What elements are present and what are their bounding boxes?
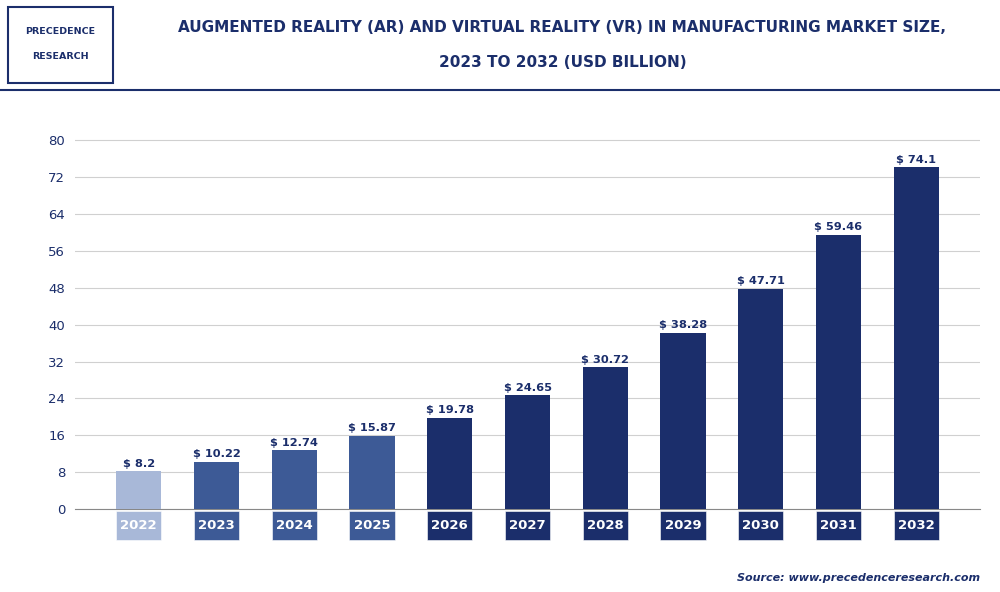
Text: 2029: 2029 xyxy=(665,519,701,532)
Text: $ 38.28: $ 38.28 xyxy=(659,320,707,330)
Bar xyxy=(116,471,161,509)
Bar xyxy=(349,436,395,509)
Text: $ 30.72: $ 30.72 xyxy=(581,355,629,365)
Text: 2028: 2028 xyxy=(587,519,624,532)
Bar xyxy=(194,462,239,509)
Text: 2026: 2026 xyxy=(431,519,468,532)
FancyBboxPatch shape xyxy=(660,511,706,540)
Text: $ 8.2: $ 8.2 xyxy=(123,459,155,468)
Bar xyxy=(8,7,113,82)
Text: $ 15.87: $ 15.87 xyxy=(348,423,396,433)
Bar xyxy=(816,235,861,509)
FancyBboxPatch shape xyxy=(349,511,395,540)
Text: $ 19.78: $ 19.78 xyxy=(426,405,474,415)
Text: 2023: 2023 xyxy=(198,519,235,532)
Text: $ 10.22: $ 10.22 xyxy=(193,449,240,459)
Bar xyxy=(505,395,550,509)
FancyBboxPatch shape xyxy=(116,511,161,540)
Bar xyxy=(660,333,706,509)
Text: $ 74.1: $ 74.1 xyxy=(896,155,936,165)
Text: 2027: 2027 xyxy=(509,519,546,532)
Bar xyxy=(427,418,472,509)
FancyBboxPatch shape xyxy=(816,511,861,540)
Text: AUGMENTED REALITY (AR) AND VIRTUAL REALITY (VR) IN MANUFACTURING MARKET SIZE,: AUGMENTED REALITY (AR) AND VIRTUAL REALI… xyxy=(178,20,946,35)
Bar xyxy=(583,368,628,509)
Text: 2025: 2025 xyxy=(354,519,390,532)
Bar xyxy=(894,168,939,509)
FancyBboxPatch shape xyxy=(738,511,783,540)
FancyBboxPatch shape xyxy=(272,511,317,540)
FancyBboxPatch shape xyxy=(583,511,628,540)
Text: 2031: 2031 xyxy=(820,519,857,532)
Bar xyxy=(272,451,317,509)
Bar xyxy=(738,289,783,509)
FancyBboxPatch shape xyxy=(194,511,239,540)
FancyBboxPatch shape xyxy=(894,511,939,540)
FancyBboxPatch shape xyxy=(505,511,550,540)
Text: 2030: 2030 xyxy=(742,519,779,532)
Text: PRECEDENCE: PRECEDENCE xyxy=(25,27,96,36)
Text: 2022: 2022 xyxy=(120,519,157,532)
Text: Source: www.precedenceresearch.com: Source: www.precedenceresearch.com xyxy=(737,573,980,583)
Text: 2023 TO 2032 (USD BILLION): 2023 TO 2032 (USD BILLION) xyxy=(439,55,686,70)
Text: 2024: 2024 xyxy=(276,519,313,532)
Text: 2032: 2032 xyxy=(898,519,935,532)
FancyBboxPatch shape xyxy=(427,511,472,540)
Text: $ 47.71: $ 47.71 xyxy=(737,276,785,287)
Text: $ 24.65: $ 24.65 xyxy=(504,382,552,392)
Text: $ 59.46: $ 59.46 xyxy=(814,222,863,232)
Text: $ 12.74: $ 12.74 xyxy=(270,437,318,448)
Text: RESEARCH: RESEARCH xyxy=(32,52,89,62)
